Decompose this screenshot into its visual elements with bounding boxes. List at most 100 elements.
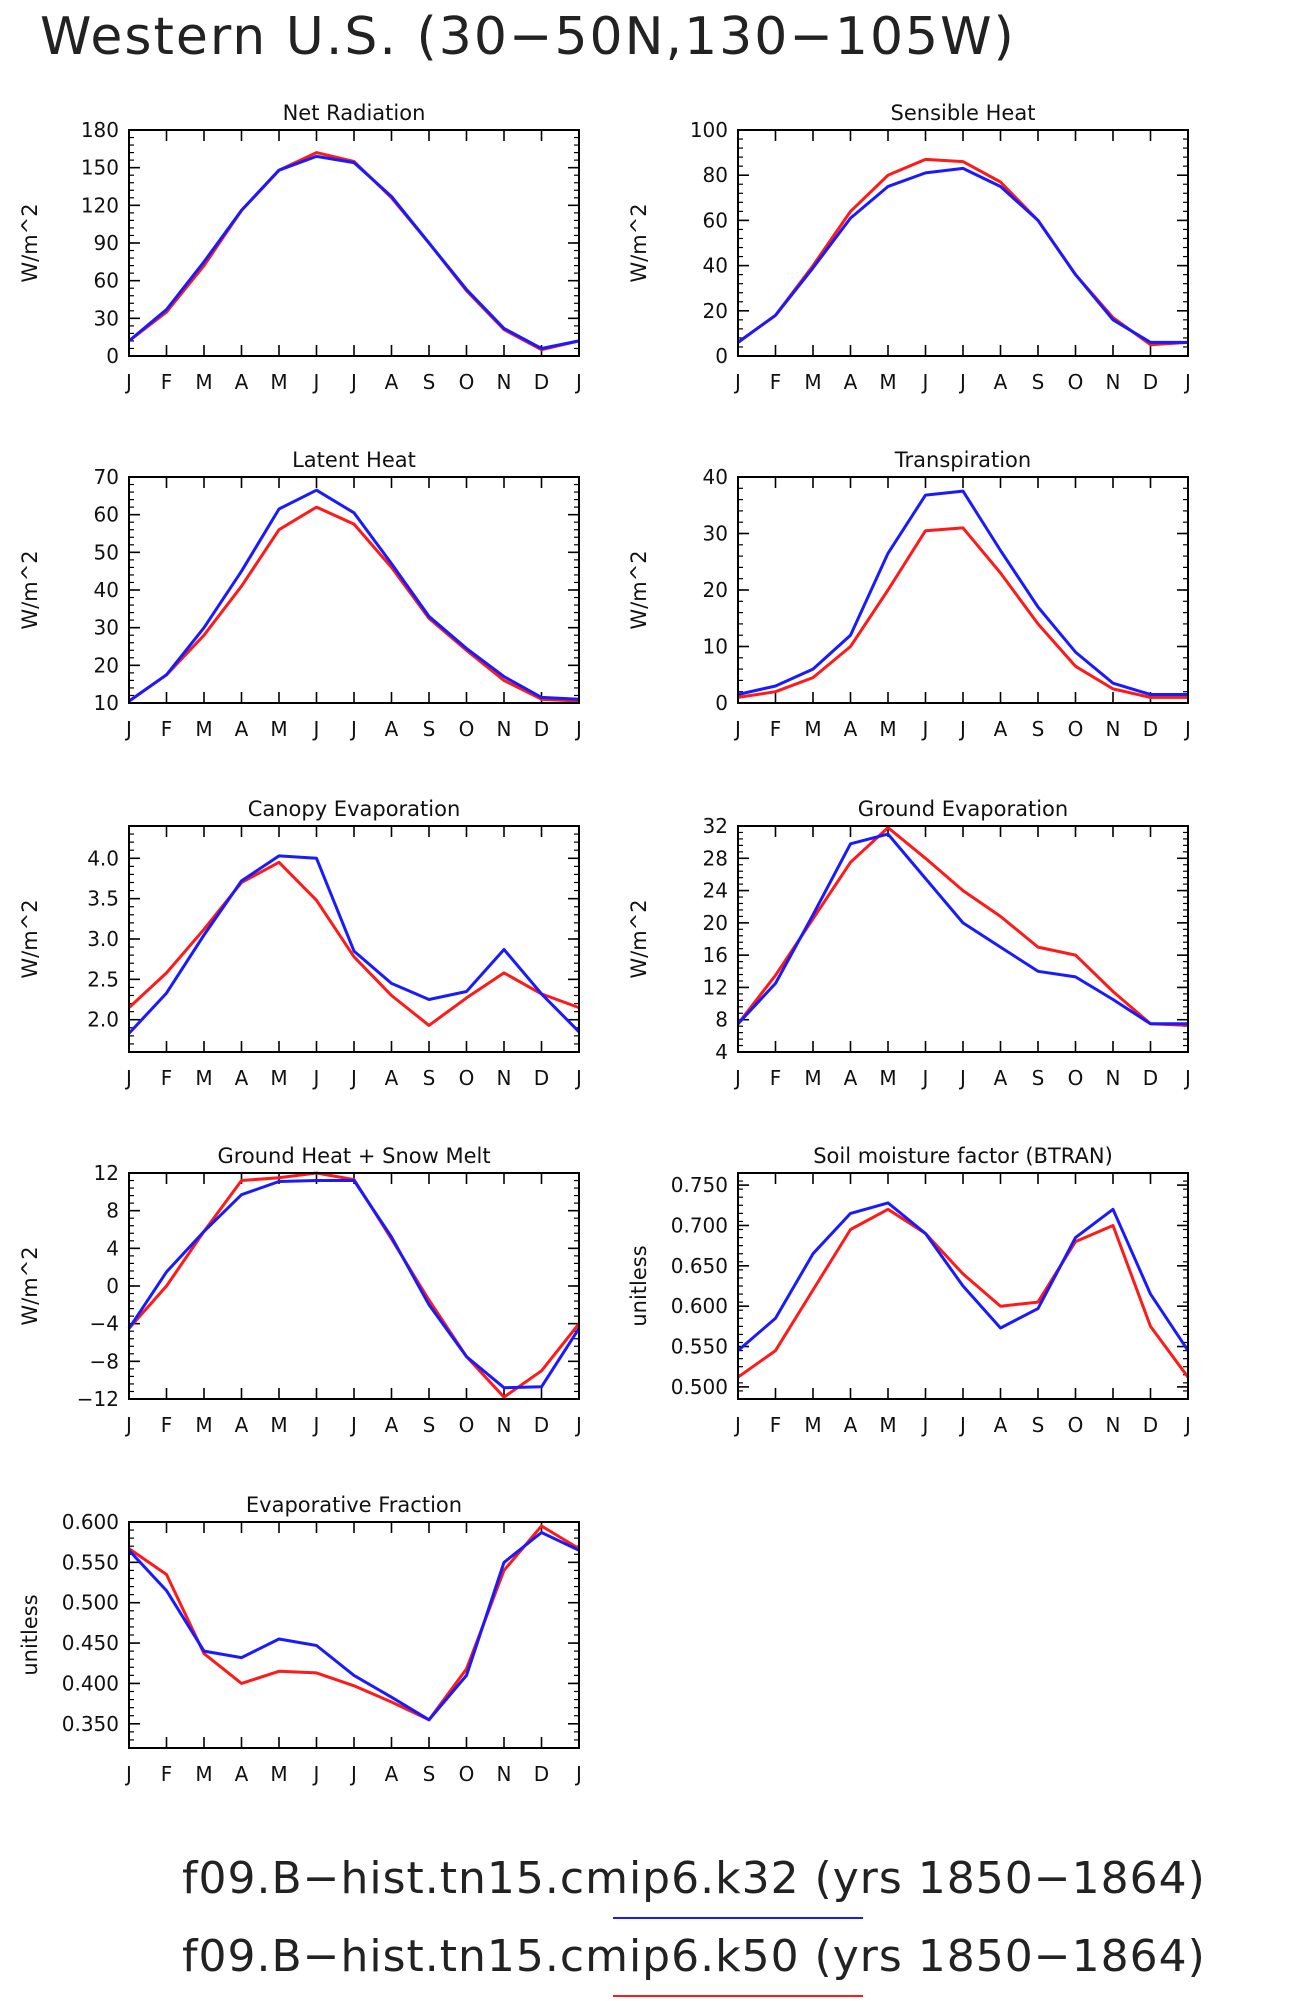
x-tick-label: A <box>385 1762 399 1786</box>
y-tick-label: 4.0 <box>87 846 119 870</box>
y-axis-label: W/m^2 <box>18 1246 42 1325</box>
x-tick-label: J <box>574 370 582 394</box>
y-tick-label: 0 <box>106 344 119 368</box>
series-line-k32 <box>128 154 580 350</box>
x-tick-label: S <box>423 717 436 741</box>
x-tick-label: A <box>994 717 1008 741</box>
series-line-k50 <box>737 1207 1190 1379</box>
y-tick-label: 90 <box>94 231 119 255</box>
chart-title: Ground Evaporation <box>858 797 1068 821</box>
x-tick-label: A <box>385 370 399 394</box>
y-tick-label: 60 <box>94 503 119 527</box>
x-tick-label: N <box>497 1066 512 1090</box>
x-tick-label: A <box>844 370 858 394</box>
series-line-k50 <box>127 860 580 1027</box>
y-tick-label: 20 <box>703 299 728 323</box>
x-tick-label: J <box>921 1413 929 1437</box>
plot-frame <box>128 1521 580 1749</box>
x-tick-label: S <box>1032 1066 1045 1090</box>
x-tick-label: A <box>844 717 858 741</box>
chart-title: Canopy Evaporation <box>248 797 461 821</box>
x-tick-label: M <box>270 1762 287 1786</box>
plot-frame <box>128 825 580 1053</box>
x-tick-label: M <box>879 1413 896 1437</box>
y-tick-label: 30 <box>94 616 119 640</box>
x-tick-label: M <box>195 370 212 394</box>
x-tick-label: O <box>459 370 475 394</box>
x-tick-label: J <box>958 1413 966 1437</box>
x-tick-label: J <box>574 1066 582 1090</box>
x-tick-label: J <box>349 1066 357 1090</box>
x-tick-label: J <box>312 717 320 741</box>
x-tick-label: A <box>235 1762 249 1786</box>
x-tick-label: A <box>994 1066 1008 1090</box>
x-tick-label: J <box>733 1413 741 1437</box>
x-tick-label: D <box>1143 1413 1158 1437</box>
x-tick-label: M <box>195 1762 212 1786</box>
x-tick-label: S <box>423 1413 436 1437</box>
y-tick-label: 150 <box>81 156 119 180</box>
y-tick-label: −12 <box>77 1387 119 1411</box>
series-line-k32 <box>127 854 581 1035</box>
x-tick-label: A <box>994 370 1008 394</box>
y-tick-label: 120 <box>81 193 119 217</box>
x-tick-label: N <box>1106 717 1121 741</box>
y-tick-label: 3.0 <box>87 927 119 951</box>
plot-frame <box>737 825 1189 1053</box>
x-tick-label: J <box>733 1066 741 1090</box>
x-tick-label: M <box>879 717 896 741</box>
series-line-k32 <box>737 166 1188 344</box>
x-tick-label: J <box>1183 717 1191 741</box>
x-tick-label: D <box>534 1762 549 1786</box>
y-tick-label: 28 <box>703 846 728 870</box>
y-axis-label: unitless <box>627 1245 651 1326</box>
chart-title: Latent Heat <box>292 448 416 472</box>
y-axis-label: unitless <box>18 1594 42 1675</box>
x-tick-label: M <box>804 717 821 741</box>
x-tick-label: N <box>1106 1413 1121 1437</box>
y-tick-label: 8 <box>715 1008 728 1032</box>
y-tick-label: 70 <box>94 465 119 489</box>
x-tick-label: D <box>534 370 549 394</box>
x-tick-label: S <box>423 1762 436 1786</box>
plot-frame <box>128 1172 580 1400</box>
x-tick-label: J <box>349 717 357 741</box>
chart-title: Ground Heat + Snow Melt <box>217 1144 490 1168</box>
y-tick-label: 30 <box>94 306 119 330</box>
x-tick-label: F <box>770 370 782 394</box>
y-tick-label: 16 <box>703 943 728 967</box>
x-tick-label: J <box>921 370 929 394</box>
x-tick-label: S <box>423 370 436 394</box>
x-tick-label: A <box>385 1066 399 1090</box>
y-tick-label: 0.600 <box>62 1510 119 1534</box>
y-axis-label: W/m^2 <box>18 203 42 282</box>
x-tick-label: M <box>879 1066 896 1090</box>
y-tick-label: 0 <box>715 344 728 368</box>
series-line-k32 <box>127 1531 580 1722</box>
x-tick-label: F <box>161 1413 173 1437</box>
chart-title: Net Radiation <box>283 101 426 125</box>
y-tick-label: 12 <box>703 975 728 999</box>
x-tick-label: A <box>235 1413 249 1437</box>
y-axis-label: W/m^2 <box>627 550 651 629</box>
x-tick-label: S <box>423 1066 436 1090</box>
x-tick-label: A <box>235 717 249 741</box>
y-tick-label: 20 <box>703 911 728 935</box>
chart-title: Evaporative Fraction <box>246 1493 462 1517</box>
y-tick-label: 60 <box>703 208 728 232</box>
x-tick-label: N <box>497 717 512 741</box>
y-tick-label: 32 <box>703 814 728 838</box>
y-tick-label: 80 <box>703 163 728 187</box>
x-tick-label: D <box>534 1413 549 1437</box>
plot-frame <box>737 129 1189 357</box>
x-tick-label: J <box>312 370 320 394</box>
x-tick-label: J <box>574 717 582 741</box>
x-tick-label: A <box>994 1413 1008 1437</box>
x-tick-label: J <box>958 1066 966 1090</box>
